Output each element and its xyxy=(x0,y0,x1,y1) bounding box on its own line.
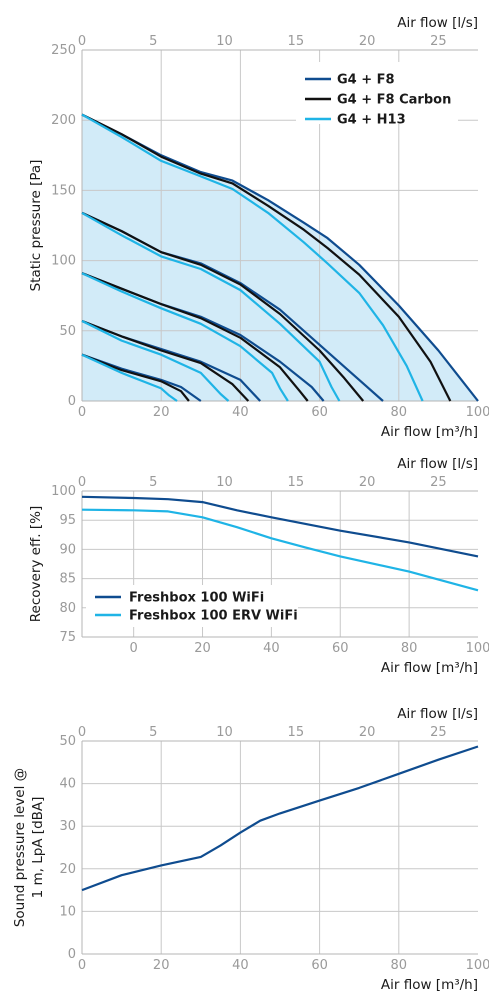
recovery-chart xyxy=(81,490,479,638)
static-pressure-x-tick-label: 0 xyxy=(78,405,86,420)
sound-x2-tick-label: 15 xyxy=(288,725,305,740)
static-pressure-x2-tick-label: 20 xyxy=(359,34,376,49)
static-pressure-y-tick-label: 0 xyxy=(68,394,76,409)
static-pressure-x-tick-label: 40 xyxy=(232,405,249,420)
static-pressure-series-1-curve-1 xyxy=(81,211,365,402)
recovery-x-tick-label: 80 xyxy=(401,641,418,656)
static-pressure-x-tick-label: 20 xyxy=(153,405,170,420)
sound-y-tick-label: 0 xyxy=(68,947,76,962)
sound-y-tick-label: 30 xyxy=(59,819,76,834)
static-pressure-series-2-curve-3 xyxy=(81,320,230,402)
recovery-y-tick-label: 80 xyxy=(59,601,76,616)
static-pressure-x-axis-title: Air flow [m³/h] xyxy=(381,424,478,440)
recovery-x-tick-label: 0 xyxy=(130,641,138,656)
recovery-x2-tick-label: 10 xyxy=(216,475,233,490)
static-pressure-series-2-curve-1 xyxy=(81,211,341,402)
static-pressure-x2-tick-label: 0 xyxy=(78,34,86,49)
sound-x-tick-label: 40 xyxy=(232,958,249,973)
static-pressure-x2-tick-label: 10 xyxy=(216,34,233,49)
sound-x2-axis-title: Air flow [l/s] xyxy=(397,706,478,722)
static-pressure-chart xyxy=(81,49,479,402)
recovery-series-1-line xyxy=(81,508,479,592)
sound-x2-tick-label: 25 xyxy=(430,725,447,740)
recovery-x-tick-label: 20 xyxy=(194,641,211,656)
sound-x-tick-label: 0 xyxy=(78,958,86,973)
recovery-x2-tick-label: 20 xyxy=(359,475,376,490)
sound-x-tick-label: 80 xyxy=(391,958,408,973)
recovery-x-tick-label: 40 xyxy=(263,641,280,656)
sound-y-axis-title-line2: 1 m, LpA [dBA] xyxy=(30,797,46,899)
recovery-x2-tick-label: 5 xyxy=(149,475,157,490)
static-pressure-y-axis-title: Static pressure [Pa] xyxy=(28,160,44,292)
static-pressure-series-1-curve-0 xyxy=(81,113,452,402)
sound-x-tick-label: 100 xyxy=(466,958,489,973)
recovery-x-tick-label: 100 xyxy=(466,641,489,656)
static-pressure-series-1-curve-3 xyxy=(81,319,250,402)
recovery-y-tick-label: 75 xyxy=(59,630,76,645)
static-pressure-y-tick-label: 250 xyxy=(51,43,76,58)
static-pressure-y-tick-label: 50 xyxy=(59,324,76,339)
recovery-y-tick-label: 90 xyxy=(59,542,76,557)
static-pressure-legend-box xyxy=(296,62,458,124)
sound-x-axis-title: Air flow [m³/h] xyxy=(381,977,478,991)
static-pressure-legend-label: G4 + F8 xyxy=(337,73,395,88)
static-pressure-series-1-curve-2 xyxy=(81,272,309,402)
sound-x2-tick-label: 10 xyxy=(216,725,233,740)
static-pressure-x2-tick-label: 25 xyxy=(430,34,447,49)
static-pressure-x2-tick-label: 15 xyxy=(288,34,305,49)
static-pressure-x-tick-label: 60 xyxy=(311,405,328,420)
sound-x2-tick-label: 5 xyxy=(149,725,157,740)
sound-y-axis-title-line1: Sound pressure level @ xyxy=(12,768,28,927)
sound-series-0-line xyxy=(81,745,479,892)
static-pressure-series-2-curve-2 xyxy=(81,272,289,402)
recovery-x-axis-title: Air flow [m³/h] xyxy=(381,660,478,676)
static-pressure-legend-label: G4 + F8 Carbon xyxy=(337,93,451,108)
recovery-y-tick-label: 100 xyxy=(51,484,76,499)
static-pressure-x-tick-label: 80 xyxy=(391,405,408,420)
recovery-legend-box xyxy=(86,585,298,627)
static-pressure-x-tick-label: 100 xyxy=(466,405,489,420)
static-pressure-x2-tick-label: 5 xyxy=(149,34,157,49)
static-pressure-x2-axis-title: Air flow [l/s] xyxy=(397,15,478,31)
static-pressure-legend-label: G4 + H13 xyxy=(337,113,406,128)
sound-x-tick-label: 20 xyxy=(153,958,170,973)
recovery-x2-tick-label: 25 xyxy=(430,475,447,490)
recovery-x-tick-label: 60 xyxy=(332,641,349,656)
static-pressure-y-tick-label: 200 xyxy=(51,113,76,128)
static-pressure-y-tick-label: 100 xyxy=(51,254,76,269)
static-pressure-y-tick-label: 150 xyxy=(51,183,76,198)
recovery-legend-label: Freshbox 100 WiFi xyxy=(129,591,264,606)
recovery-x2-axis-title: Air flow [l/s] xyxy=(397,456,478,472)
sound-chart xyxy=(81,740,479,955)
sound-x2-tick-label: 20 xyxy=(359,725,376,740)
recovery-y-axis-title: Recovery eff. [%] xyxy=(28,506,44,622)
static-pressure-series-2-curve-0 xyxy=(81,113,424,402)
sound-x-tick-label: 60 xyxy=(311,958,328,973)
recovery-y-tick-label: 85 xyxy=(59,572,76,587)
sound-x2-tick-label: 0 xyxy=(78,725,86,740)
recovery-series-0-line xyxy=(81,495,479,558)
sound-y-tick-label: 50 xyxy=(59,734,76,749)
static-pressure-series-2-curve-4 xyxy=(81,353,178,402)
recovery-x2-tick-label: 0 xyxy=(78,475,86,490)
recovery-y-tick-label: 95 xyxy=(59,513,76,528)
recovery-legend-label: Freshbox 100 ERV WiFi xyxy=(129,609,298,624)
sound-y-tick-label: 10 xyxy=(59,904,76,919)
sound-y-tick-label: 20 xyxy=(59,862,76,877)
recovery-x2-tick-label: 15 xyxy=(288,475,305,490)
sound-y-tick-label: 40 xyxy=(59,777,76,792)
static-pressure-shaded-area xyxy=(82,114,478,401)
static-pressure-series-1-curve-4 xyxy=(81,353,190,402)
